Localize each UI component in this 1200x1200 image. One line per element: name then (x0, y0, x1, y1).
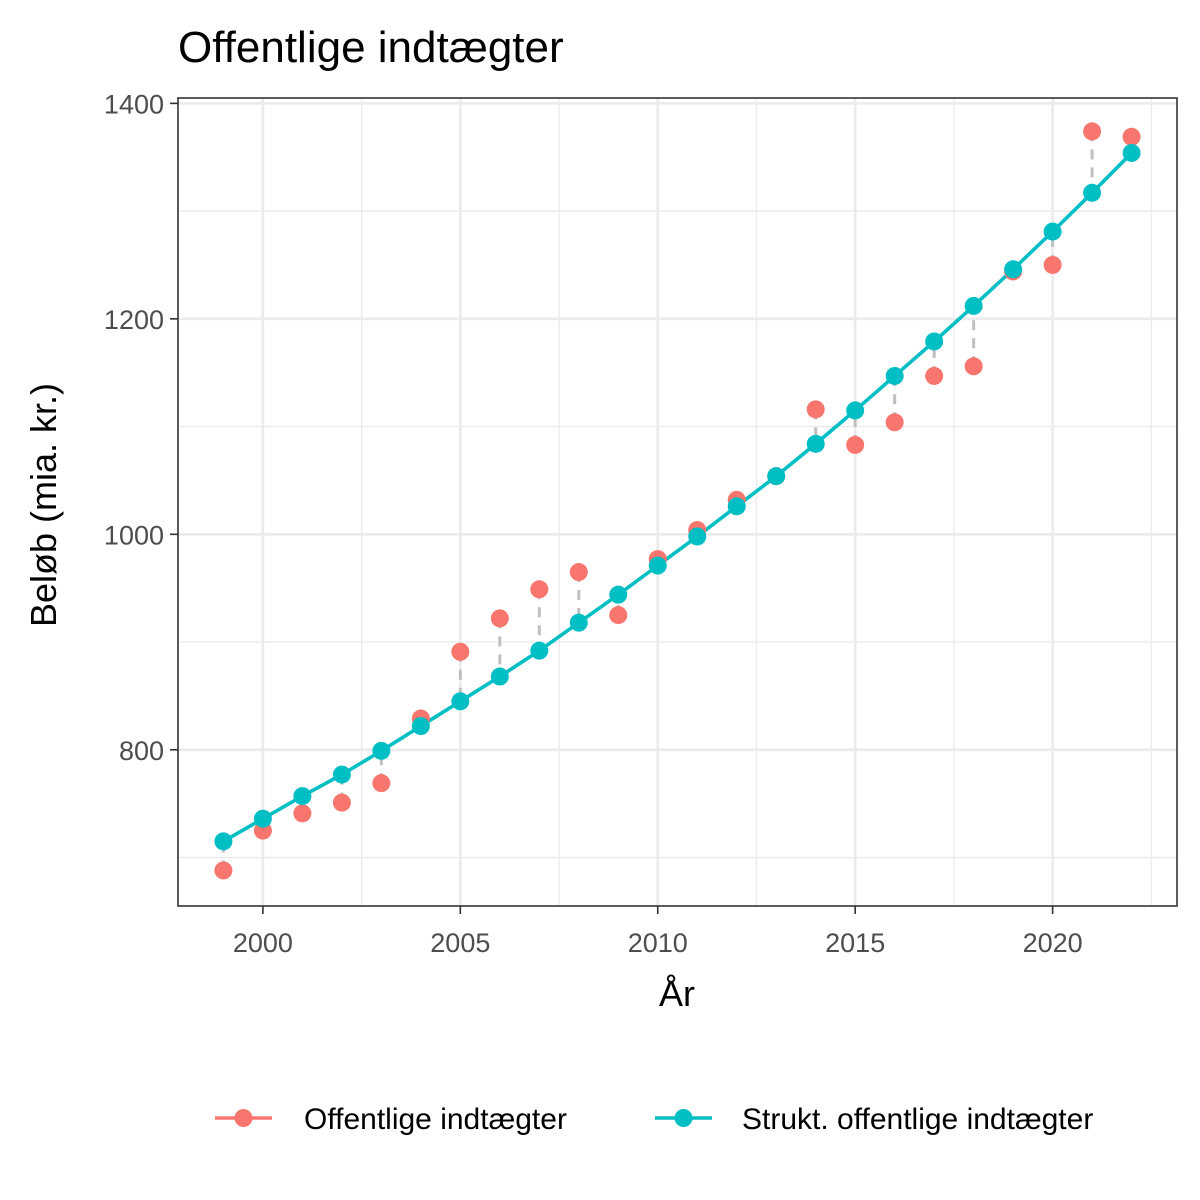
data-point-actual (1122, 127, 1141, 146)
data-point-structural (490, 667, 509, 686)
x-tick-label: 2005 (430, 928, 490, 958)
data-point-structural (332, 765, 351, 784)
data-point-structural (767, 467, 786, 486)
data-point-structural (727, 497, 746, 516)
data-point-structural (1004, 260, 1023, 279)
gap-segments (221, 131, 1134, 871)
data-point-actual (846, 435, 865, 454)
data-point-structural (925, 332, 944, 351)
data-point-actual (964, 357, 983, 376)
x-tick-label: 2020 (1023, 928, 1083, 958)
x-axis-title: År (659, 973, 695, 1014)
data-point-structural (964, 296, 983, 315)
data-point-structural (411, 717, 430, 736)
panel-border (177, 97, 1178, 907)
series-lines (222, 151, 1133, 843)
data-point-structural (451, 692, 470, 711)
data-point-actual (609, 606, 628, 625)
data-point-structural (688, 527, 707, 546)
data-point-structural (1043, 222, 1062, 241)
data-point-structural (648, 556, 667, 575)
series-points (214, 122, 1141, 880)
data-point-structural (293, 787, 312, 806)
legend-label: Offentlige indtægter (304, 1103, 567, 1136)
data-point-actual (293, 804, 312, 823)
data-point-structural (806, 434, 825, 453)
data-point-actual (1083, 122, 1102, 141)
data-point-structural (569, 613, 588, 632)
data-point-actual (925, 366, 944, 385)
data-point-actual (1043, 255, 1062, 274)
series-line (222, 151, 1133, 843)
y-tick-label: 800 (119, 736, 164, 766)
y-tick-label: 1000 (104, 520, 164, 550)
legend: Offentlige indtægter Strukt. offentlige i… (215, 1103, 1093, 1136)
data-point-actual (490, 609, 509, 628)
data-point-structural (1083, 183, 1102, 202)
data-point-actual (372, 774, 391, 793)
legend-key-point (234, 1109, 253, 1127)
data-point-actual (569, 563, 588, 582)
data-point-structural (530, 641, 549, 660)
axis-ticks: 2000 2005 2010 2015 2020 800 1000 1200 1400 (104, 89, 1083, 958)
data-point-actual (885, 413, 904, 432)
data-point-structural (609, 585, 628, 604)
legend-key-point (674, 1109, 693, 1127)
data-point-structural (846, 401, 865, 420)
data-point-actual (530, 580, 549, 599)
legend-label: Strukt. offentlige indtægter (742, 1103, 1093, 1136)
y-axis-title: Beløb (mia. kr.) (23, 383, 64, 627)
data-point-actual (451, 642, 470, 661)
x-tick-label: 2000 (233, 928, 293, 958)
data-point-structural (885, 366, 904, 385)
grid (178, 98, 1177, 906)
y-tick-label: 1400 (104, 89, 164, 119)
data-point-actual (214, 861, 233, 880)
data-point-structural (214, 832, 233, 851)
data-point-actual (332, 793, 351, 812)
x-tick-label: 2010 (628, 928, 688, 958)
x-tick-label: 2015 (825, 928, 885, 958)
chart-title: Offentlige indtægter (178, 23, 564, 72)
data-point-structural (1122, 143, 1141, 162)
data-point-structural (372, 741, 391, 760)
y-tick-label: 1200 (104, 305, 164, 335)
data-point-actual (806, 400, 825, 419)
data-point-structural (253, 809, 272, 828)
